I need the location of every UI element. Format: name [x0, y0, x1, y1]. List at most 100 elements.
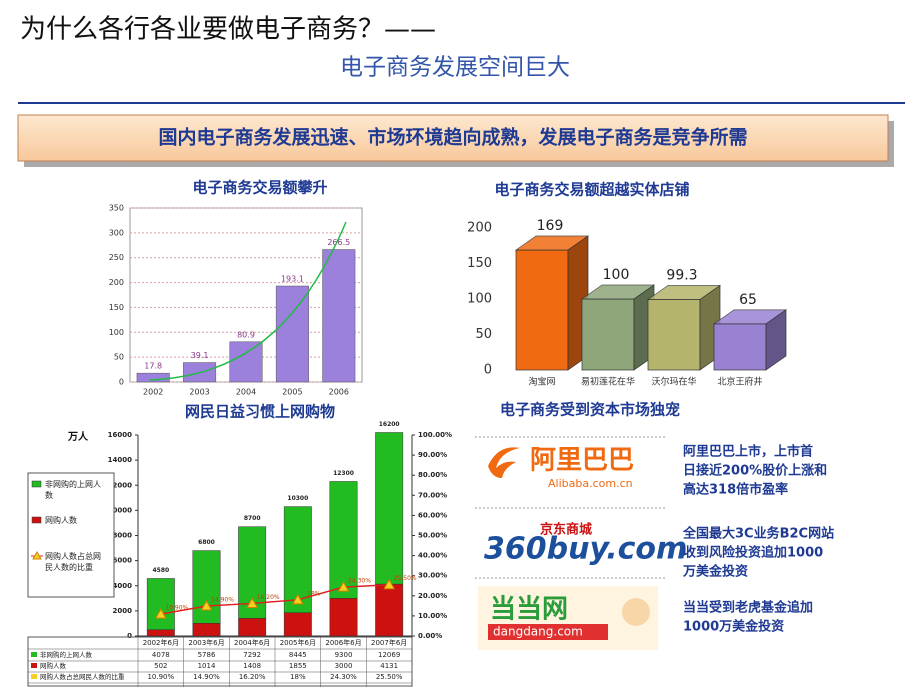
legend-label-line: 网购人数	[45, 515, 77, 525]
bar-segment	[375, 432, 404, 585]
bar	[229, 341, 263, 383]
line-marker	[383, 578, 396, 590]
y-tick-label: 300	[109, 228, 124, 237]
line-marker	[246, 597, 259, 608]
y-tick-label: 12000	[108, 481, 132, 489]
y2-tick-label: 0.00%	[418, 632, 442, 640]
y-tick-label: 100	[109, 328, 124, 337]
line-marker	[200, 600, 213, 611]
data-label: 169	[537, 218, 564, 234]
y-tick-label: 8000	[113, 532, 133, 540]
x-tick-label: 2006年6月	[325, 638, 361, 647]
bar-front	[581, 298, 635, 371]
table-swatch	[31, 674, 37, 679]
bar-segment	[238, 618, 267, 637]
bar-segment	[146, 578, 175, 630]
y2-tick-label: 50.00%	[418, 532, 447, 540]
legend-label-line: 民人数的比重	[45, 562, 93, 572]
y2-tick-label: 10.00%	[418, 612, 447, 620]
bar-segment	[146, 629, 175, 637]
data-label: 14.90%	[211, 597, 234, 604]
legend-label: 网购人数	[45, 515, 77, 525]
data-label: 193.1	[281, 275, 304, 284]
total-label: 6800	[198, 539, 215, 546]
bar-front	[515, 249, 569, 371]
x-tick-label: 易初莲花在华	[581, 376, 635, 388]
logo-text: Alibaba.com.cn	[548, 477, 633, 490]
y-tick-label: 14000	[108, 456, 132, 464]
y-tick-label: 250	[109, 253, 124, 262]
bar-segment	[192, 550, 221, 624]
y-tick-label: 200	[109, 278, 124, 287]
table-cell: 3000	[335, 662, 353, 670]
table-cell: 24.30%	[330, 673, 357, 681]
y2-tick-label: 70.00%	[418, 491, 447, 499]
line-series	[160, 583, 390, 615]
bar-3d	[646, 284, 722, 371]
legend-label: 网购人数占总网民人数的比重	[45, 551, 101, 572]
y-tick-label: 100	[467, 292, 492, 307]
x-tick-label: 2003	[189, 388, 209, 397]
title: 为什么各行各业要做电子商务？——	[20, 15, 436, 45]
bar-segment	[329, 598, 358, 637]
data-label: 24.30%	[348, 578, 371, 585]
logo-text: 阿里巴巴	[530, 446, 634, 476]
y-tick-label: 150	[467, 256, 492, 271]
table-cell: 1408	[243, 662, 261, 670]
y2-tick-label: 80.00%	[418, 471, 447, 479]
line-marker	[291, 593, 304, 605]
capital-text: 全国最大3C业务B2C网站	[682, 526, 834, 542]
x-tick-label: 北京王府井	[717, 376, 762, 388]
y-tick-label: 0	[484, 363, 492, 378]
line-marker	[337, 581, 350, 592]
table-cell: 4078	[152, 651, 170, 659]
y2-tick-label: 20.00%	[418, 592, 447, 600]
capital-text: 阿里巴巴上市，上市首	[683, 444, 813, 460]
data-label: 10.90%	[165, 605, 188, 612]
capital-text: 万美金投资	[682, 564, 748, 580]
legend-label-line: 数	[45, 490, 53, 500]
y-tick-label: 50	[475, 327, 492, 342]
data-label: 65	[739, 292, 757, 308]
jd-logo: 京东商城 360buy.com	[484, 522, 687, 567]
y-tick-label: 2000	[113, 607, 133, 615]
total-label: 16200	[379, 421, 400, 428]
banner	[17, 114, 889, 162]
table-row-label: 网购人数占总网民人数的比重	[40, 672, 125, 681]
trend-curve	[149, 221, 347, 381]
bar-segment	[329, 481, 358, 599]
legend-label-line: 网购人数占总网	[45, 551, 101, 561]
data-label: 17.8	[144, 362, 162, 371]
legend-swatch	[31, 480, 42, 488]
y-tick-label: 350	[109, 204, 124, 213]
y2-tick-label: 90.00%	[418, 451, 447, 459]
data-label: 99.3	[666, 267, 697, 283]
y-tick-label: 10000	[108, 506, 132, 514]
capital-text: 收到风险投资追加1000	[683, 545, 823, 561]
y-tick-label: 150	[109, 303, 124, 312]
x-tick-label: 2005年6月	[280, 638, 316, 647]
y-axis-label: 万人	[67, 430, 89, 443]
bar-3d	[712, 309, 788, 371]
y-tick-label: 0	[127, 632, 132, 640]
y-tick-label: 6000	[113, 557, 133, 565]
table-cell: 16.20%	[239, 673, 266, 681]
legend-label: 非网购的上网人数	[45, 479, 101, 500]
y-tick-label: 200	[467, 221, 492, 236]
alibaba-logo: 阿里巴巴 Alibaba.com.cn	[488, 446, 634, 490]
table-cell: 8445	[289, 651, 307, 659]
table-cell: 4131	[380, 662, 398, 670]
x-tick-label: 2004	[236, 388, 256, 397]
data-label: 266.5	[327, 238, 350, 247]
capital-text: 日接近200%股价上涨和	[683, 463, 827, 479]
logo-text: 京东商城	[540, 522, 592, 538]
table-cell: 14.90%	[193, 673, 220, 681]
y2-tick-label: 30.00%	[418, 572, 447, 580]
y2-tick-label: 60.00%	[418, 511, 447, 519]
bar-segment	[192, 623, 221, 637]
capital-text: 当当受到老虎基金追加	[683, 600, 813, 616]
capital-text: 1000万美金投资	[683, 619, 784, 635]
total-label: 10300	[287, 495, 308, 502]
y-tick-label: 16000	[108, 431, 132, 439]
